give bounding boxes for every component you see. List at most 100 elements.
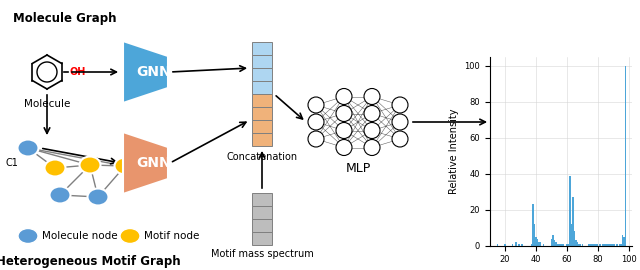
- Ellipse shape: [120, 228, 140, 244]
- Bar: [577, 242, 579, 246]
- FancyBboxPatch shape: [252, 81, 272, 94]
- Polygon shape: [123, 41, 168, 103]
- Bar: [620, 244, 621, 246]
- FancyBboxPatch shape: [252, 94, 272, 107]
- Bar: [617, 244, 618, 246]
- Bar: [616, 244, 617, 246]
- Bar: [606, 244, 607, 246]
- Bar: [574, 231, 575, 246]
- Bar: [543, 244, 545, 246]
- Bar: [597, 244, 598, 246]
- Circle shape: [392, 114, 408, 130]
- Bar: [556, 242, 557, 246]
- Bar: [538, 242, 540, 246]
- Bar: [563, 244, 564, 246]
- Bar: [605, 244, 606, 246]
- Bar: [598, 244, 600, 246]
- Bar: [569, 176, 571, 246]
- Bar: [571, 224, 572, 246]
- Polygon shape: [123, 132, 168, 194]
- Bar: [579, 244, 580, 246]
- Circle shape: [364, 106, 380, 122]
- Bar: [593, 244, 594, 246]
- Text: MLP: MLP: [346, 162, 371, 175]
- Bar: [572, 197, 573, 246]
- Bar: [537, 238, 538, 246]
- FancyBboxPatch shape: [252, 55, 272, 68]
- Bar: [552, 235, 554, 246]
- Bar: [540, 242, 541, 246]
- Bar: [580, 244, 581, 246]
- Bar: [611, 244, 612, 246]
- Text: Heterogeneous Motif Graph: Heterogeneous Motif Graph: [0, 255, 180, 268]
- Circle shape: [308, 131, 324, 147]
- Y-axis label: Relative Intensity: Relative Intensity: [449, 109, 459, 194]
- Bar: [534, 224, 535, 246]
- Circle shape: [308, 97, 324, 113]
- FancyBboxPatch shape: [252, 193, 272, 206]
- Bar: [608, 244, 609, 246]
- Ellipse shape: [79, 157, 100, 174]
- Bar: [595, 244, 597, 246]
- FancyBboxPatch shape: [252, 219, 272, 232]
- Bar: [594, 244, 595, 246]
- Bar: [522, 244, 523, 246]
- Circle shape: [336, 123, 352, 139]
- Text: Molecule: Molecule: [24, 99, 70, 109]
- Bar: [518, 244, 520, 246]
- Bar: [600, 244, 602, 246]
- Text: Molecule node: Molecule node: [42, 231, 118, 241]
- Bar: [582, 244, 583, 246]
- Text: Motif node: Motif node: [144, 231, 200, 241]
- Text: Motif mass spectrum: Motif mass spectrum: [211, 249, 314, 259]
- Bar: [575, 240, 577, 246]
- FancyBboxPatch shape: [252, 133, 272, 146]
- Text: Molecule Graph: Molecule Graph: [13, 12, 116, 25]
- Text: Concatenation: Concatenation: [227, 152, 298, 162]
- Bar: [619, 244, 620, 246]
- FancyBboxPatch shape: [252, 68, 272, 81]
- Text: Mass spectrum: Mass spectrum: [515, 218, 621, 231]
- Ellipse shape: [115, 157, 136, 174]
- Circle shape: [364, 123, 380, 139]
- Bar: [560, 244, 561, 246]
- Ellipse shape: [17, 140, 38, 157]
- Text: GNN: GNN: [137, 65, 172, 79]
- Bar: [623, 237, 625, 246]
- Ellipse shape: [49, 187, 70, 204]
- Bar: [497, 244, 498, 246]
- Bar: [512, 244, 513, 246]
- Bar: [612, 244, 614, 246]
- FancyBboxPatch shape: [252, 120, 272, 133]
- Circle shape: [336, 140, 352, 156]
- Bar: [602, 244, 603, 246]
- Bar: [603, 244, 605, 246]
- FancyBboxPatch shape: [252, 107, 272, 120]
- Ellipse shape: [18, 228, 38, 244]
- FancyBboxPatch shape: [252, 206, 272, 219]
- Circle shape: [308, 114, 324, 130]
- Bar: [609, 244, 611, 246]
- Circle shape: [336, 89, 352, 104]
- Circle shape: [336, 106, 352, 122]
- Bar: [504, 244, 506, 246]
- FancyBboxPatch shape: [252, 232, 272, 245]
- Bar: [554, 240, 555, 246]
- Bar: [515, 242, 516, 246]
- Text: C1: C1: [5, 158, 18, 168]
- Circle shape: [364, 89, 380, 104]
- Circle shape: [392, 97, 408, 113]
- FancyBboxPatch shape: [252, 42, 272, 55]
- Bar: [568, 244, 569, 246]
- Bar: [614, 244, 616, 246]
- Bar: [532, 204, 534, 246]
- Bar: [621, 235, 623, 246]
- Bar: [557, 244, 558, 246]
- Circle shape: [392, 131, 408, 147]
- Bar: [625, 66, 626, 246]
- Bar: [561, 244, 563, 246]
- Bar: [535, 237, 536, 246]
- Text: GNN: GNN: [137, 156, 172, 170]
- Bar: [566, 244, 568, 246]
- Bar: [588, 244, 589, 246]
